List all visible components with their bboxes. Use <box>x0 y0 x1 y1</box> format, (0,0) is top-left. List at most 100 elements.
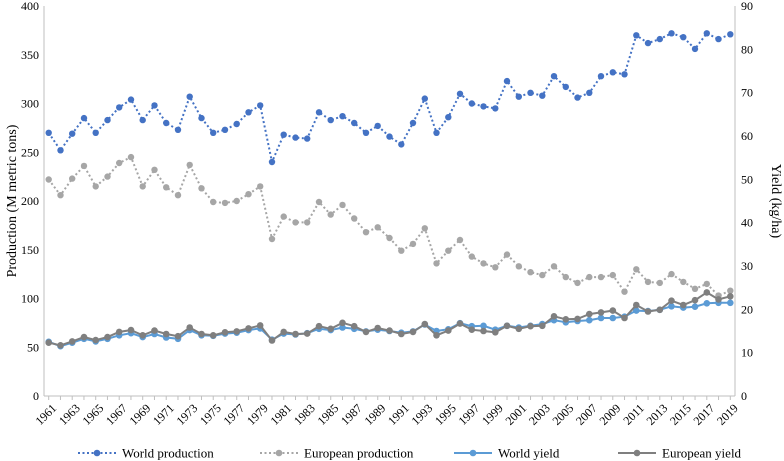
legend-item: European production <box>260 446 414 461</box>
data-point <box>609 314 617 322</box>
data-point <box>562 273 569 281</box>
data-point <box>562 83 569 91</box>
data-point <box>656 306 664 314</box>
data-point <box>621 314 628 322</box>
data-point <box>362 328 370 336</box>
data-point <box>468 100 475 107</box>
y-tick-label-right: 80 <box>741 42 753 56</box>
y-tick-label-right: 30 <box>741 259 753 273</box>
x-tick-label: 1963 <box>56 401 83 428</box>
data-point <box>221 126 229 133</box>
data-point <box>292 330 299 338</box>
data-point <box>609 69 616 76</box>
data-point <box>445 327 452 334</box>
x-tick-label: 1975 <box>197 401 224 428</box>
y-tick-label-right: 70 <box>741 86 753 100</box>
x-tick-label: 1981 <box>267 401 294 428</box>
y-tick-label-right: 60 <box>741 129 753 143</box>
data-point <box>597 73 605 80</box>
data-point <box>80 162 88 170</box>
data-point <box>656 35 663 43</box>
data-point <box>127 326 135 334</box>
data-point <box>550 73 558 80</box>
data-point <box>562 316 570 323</box>
data-point <box>80 333 88 341</box>
data-point <box>339 201 346 209</box>
data-point <box>221 199 229 207</box>
data-point <box>433 129 440 136</box>
tick-labels: 0 50 100 150 200 250 300 350 400 0 10 20 30 40 50 60 70 8… <box>21 0 753 428</box>
series-european-yield <box>45 289 734 349</box>
series-line <box>48 301 731 348</box>
data-point <box>527 89 534 97</box>
y-axis-left-title: Production (M metric tons) <box>5 124 20 277</box>
data-point <box>539 271 546 279</box>
data-point <box>45 339 52 347</box>
data-point <box>304 219 311 226</box>
data-point <box>680 34 687 41</box>
data-point <box>445 114 452 121</box>
data-point <box>315 198 323 206</box>
data-point <box>668 270 675 278</box>
legend-label: World production <box>122 446 214 461</box>
x-tick-label: 2017 <box>691 401 718 428</box>
data-point <box>57 147 64 154</box>
data-point <box>339 113 346 120</box>
data-point <box>633 32 640 39</box>
data-point <box>621 288 628 295</box>
series-line <box>47 32 731 166</box>
data-point <box>292 219 299 226</box>
data-point <box>280 328 288 336</box>
data-point <box>151 327 158 334</box>
x-tick-label: 1991 <box>385 401 412 428</box>
x-tick-label: 2001 <box>503 401 530 428</box>
data-point <box>480 322 487 330</box>
data-point <box>268 337 276 344</box>
legend-swatch-marker <box>93 449 101 457</box>
data-point <box>92 183 99 190</box>
data-point <box>174 192 182 199</box>
data-point <box>45 176 52 183</box>
data-point <box>633 301 640 309</box>
x-tick-label: 1979 <box>244 401 271 428</box>
x-tick-label: 1993 <box>408 401 435 428</box>
data-point <box>727 293 734 300</box>
y-tick-label-left: 0 <box>33 389 39 403</box>
data-point <box>327 211 334 218</box>
data-point <box>445 247 452 254</box>
x-tick-label: 1999 <box>479 401 506 428</box>
data-point <box>116 104 123 111</box>
legend-item: World yield <box>454 446 560 461</box>
data-point <box>339 319 346 327</box>
x-tick-label: 2013 <box>644 401 671 428</box>
legend-item: European yield <box>618 446 742 461</box>
data-point <box>280 131 287 138</box>
data-point <box>162 330 170 338</box>
data-point <box>597 273 605 281</box>
data-point <box>398 330 405 338</box>
data-point <box>245 191 252 198</box>
data-point <box>574 94 581 101</box>
data-point <box>327 116 334 124</box>
data-point <box>374 324 382 332</box>
data-point <box>351 119 358 127</box>
data-point <box>515 325 523 333</box>
data-point <box>245 325 252 332</box>
data-point <box>386 234 393 242</box>
data-point <box>703 30 710 37</box>
data-point <box>233 120 240 128</box>
series-line <box>47 155 731 297</box>
legend-item: World production <box>78 446 214 461</box>
data-point <box>644 278 652 286</box>
data-point <box>57 192 64 199</box>
data-point <box>104 333 111 341</box>
data-point <box>456 90 464 98</box>
data-point <box>151 102 158 109</box>
y-tick-label-left: 300 <box>21 97 39 111</box>
data-point <box>257 102 264 109</box>
data-point <box>644 308 652 315</box>
legend-label: European yield <box>662 446 742 461</box>
data-point <box>327 325 335 333</box>
data-point <box>433 332 440 339</box>
data-point <box>139 332 146 339</box>
